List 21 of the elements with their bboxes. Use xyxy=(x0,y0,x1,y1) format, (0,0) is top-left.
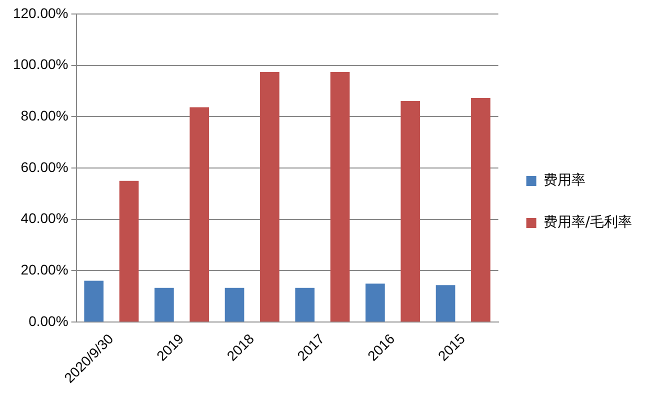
y-tick-label: 80.00% xyxy=(20,108,68,124)
y-tick-label: 60.00% xyxy=(20,158,68,175)
bar xyxy=(295,288,315,322)
bar xyxy=(471,98,490,322)
bar xyxy=(330,72,350,322)
y-tick-label: 20.00% xyxy=(20,262,68,278)
bar xyxy=(400,101,420,322)
y-tick-label: 100.00% xyxy=(12,56,68,72)
bar xyxy=(366,284,385,322)
bar xyxy=(154,288,174,322)
legend-label: 费用率 xyxy=(543,172,586,189)
y-tick-label: 0.00% xyxy=(28,312,68,329)
bar xyxy=(84,280,104,322)
bar xyxy=(190,107,210,322)
y-tick-label: 40.00% xyxy=(20,210,68,226)
y-tick-label: 120.00% xyxy=(12,4,68,21)
legend-label: 费用率/毛利率 xyxy=(543,214,632,231)
bar xyxy=(224,288,244,322)
bar xyxy=(119,180,139,322)
bar xyxy=(436,285,456,322)
bar xyxy=(260,72,280,322)
